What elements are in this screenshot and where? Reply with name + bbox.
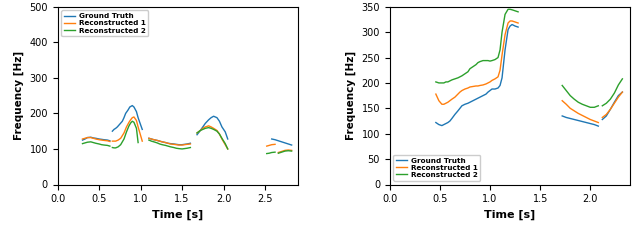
X-axis label: Time [s]: Time [s] bbox=[484, 210, 536, 220]
Legend: Ground Truth, Reconstructed 1, Reconstructed 2: Ground Truth, Reconstructed 1, Reconstru… bbox=[61, 10, 148, 36]
Y-axis label: Frequency [Hz]: Frequency [Hz] bbox=[13, 51, 24, 140]
Y-axis label: Frequency [Hz]: Frequency [Hz] bbox=[346, 51, 356, 140]
X-axis label: Time [s]: Time [s] bbox=[152, 210, 204, 220]
Legend: Ground Truth, Reconstructed 1, Reconstructed 2: Ground Truth, Reconstructed 1, Reconstru… bbox=[394, 155, 481, 181]
